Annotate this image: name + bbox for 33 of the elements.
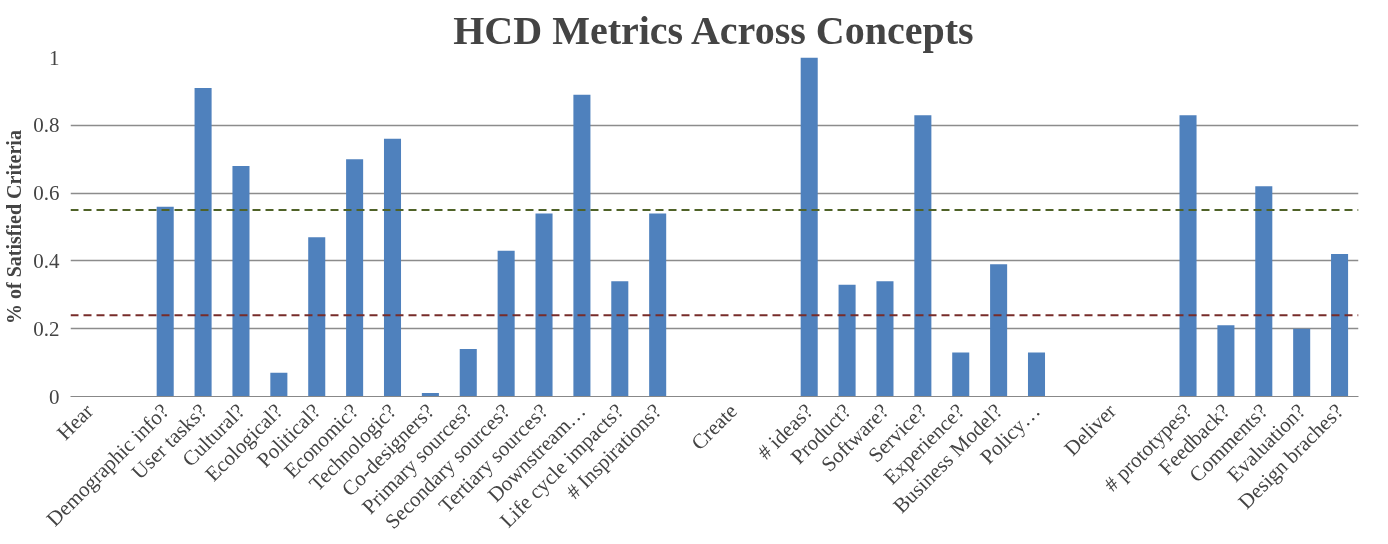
bar bbox=[156, 206, 174, 397]
y-tick-label: 0 bbox=[49, 384, 60, 409]
bar bbox=[346, 159, 364, 397]
bar bbox=[952, 352, 970, 397]
y-tick-label: 0.2 bbox=[33, 316, 60, 341]
bar bbox=[1293, 328, 1311, 397]
bar bbox=[838, 284, 856, 397]
bar bbox=[1217, 325, 1235, 397]
bar bbox=[990, 264, 1008, 397]
bar bbox=[1255, 186, 1273, 397]
y-tick-label: 0.4 bbox=[33, 248, 60, 273]
bar bbox=[194, 88, 212, 397]
bar bbox=[573, 94, 591, 397]
bar bbox=[535, 213, 553, 397]
y-tick-label: 1 bbox=[49, 45, 60, 70]
bar bbox=[1331, 254, 1349, 397]
bar bbox=[876, 281, 894, 397]
bar bbox=[497, 250, 515, 397]
bar bbox=[611, 281, 629, 397]
y-tick-label: 0.8 bbox=[33, 113, 60, 138]
y-axis-title: % of Satisfied Criteria bbox=[3, 130, 26, 324]
bar bbox=[914, 115, 932, 397]
bar bbox=[1179, 115, 1197, 397]
bar bbox=[649, 213, 667, 397]
bar bbox=[270, 372, 288, 397]
bar bbox=[232, 165, 250, 397]
y-tick-label: 0.6 bbox=[33, 181, 60, 206]
bar bbox=[459, 349, 477, 397]
bar bbox=[308, 237, 326, 397]
bar bbox=[383, 138, 402, 397]
chart-title: HCD Metrics Across Concepts bbox=[453, 7, 974, 53]
bar bbox=[800, 57, 818, 397]
bar bbox=[1027, 352, 1046, 397]
